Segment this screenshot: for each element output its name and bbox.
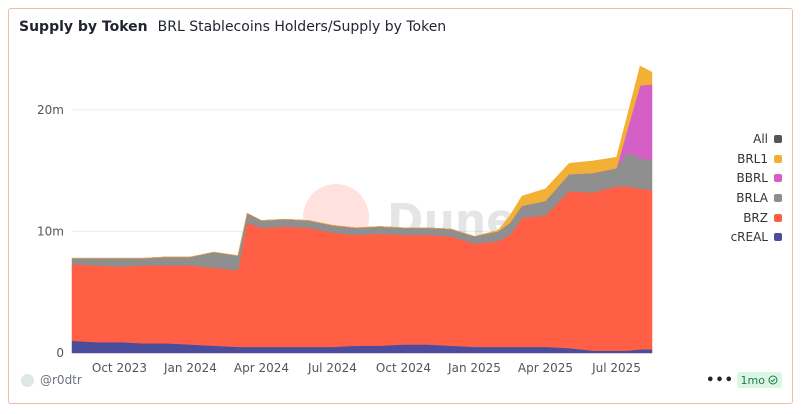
x-tick-label: Oct 2024	[376, 361, 431, 375]
x-tick-label: Jul 2024	[307, 361, 357, 375]
y-tick-label: 0	[56, 346, 64, 360]
y-axis: 0 10m 20m	[37, 103, 64, 360]
avatar	[21, 373, 34, 387]
legend-swatch	[774, 233, 782, 242]
legend-item-creal[interactable]: cREAL	[692, 227, 782, 247]
area-brl1[interactable]	[72, 65, 653, 259]
x-tick-label: Jan 2024	[163, 361, 217, 375]
legend-swatch	[774, 213, 782, 222]
legend-item-brl1[interactable]: BRL1	[692, 149, 782, 169]
y-tick-label: 10m	[37, 224, 64, 238]
legend-item-brz[interactable]: BRZ	[692, 208, 782, 228]
legend-label: BBRL	[736, 171, 769, 186]
check-circle-icon	[768, 375, 778, 385]
legend-label: cREAL	[730, 230, 768, 245]
x-tick-label: Jan 2025	[447, 361, 501, 375]
legend-item-bbrl[interactable]: BBRL	[692, 168, 782, 188]
legend-label: All	[753, 131, 768, 146]
x-axis: Oct 2023 Jan 2024 Apr 2024 Jul 2024 Oct 2024…	[92, 361, 641, 375]
refresh-badge[interactable]: 1mo	[736, 372, 782, 388]
x-tick-label: Apr 2025	[518, 361, 573, 375]
refresh-age: 1mo	[740, 373, 765, 387]
legend-swatch	[774, 174, 782, 183]
y-tick-label: 20m	[37, 103, 64, 117]
legend-swatch	[774, 193, 782, 202]
x-tick-label: Jul 2025	[591, 361, 641, 375]
legend-label: BRLA	[736, 190, 768, 205]
chart-header: Supply by Token BRL Stablecoins Holders/…	[19, 19, 446, 39]
chart-footer: @r0dtr ••• 1mo	[9, 372, 792, 393]
legend-item-brla[interactable]: BRLA	[692, 188, 782, 208]
x-tick-label: Oct 2023	[92, 361, 147, 375]
chart-subtitle: BRL Stablecoins Holders/Supply by Token	[157, 19, 447, 35]
x-tick-label: Apr 2024	[234, 361, 289, 375]
chart-title: Supply by Token	[19, 19, 148, 35]
legend-label: BRZ	[743, 210, 768, 225]
more-options-icon[interactable]: •••	[706, 373, 734, 388]
chart-legend: All BRL1 BBRL BRLA BRZ cREAL	[692, 129, 782, 247]
author[interactable]: @r0dtr	[21, 373, 82, 387]
legend-swatch	[774, 154, 782, 163]
area-series	[71, 65, 653, 354]
legend-label: BRL1	[737, 151, 768, 166]
chart-card: Supply by Token BRL Stablecoins Holders/…	[8, 8, 793, 404]
legend-swatch	[774, 134, 782, 143]
legend-item-all[interactable]: All	[692, 129, 782, 149]
author-handle: @r0dtr	[40, 373, 82, 387]
